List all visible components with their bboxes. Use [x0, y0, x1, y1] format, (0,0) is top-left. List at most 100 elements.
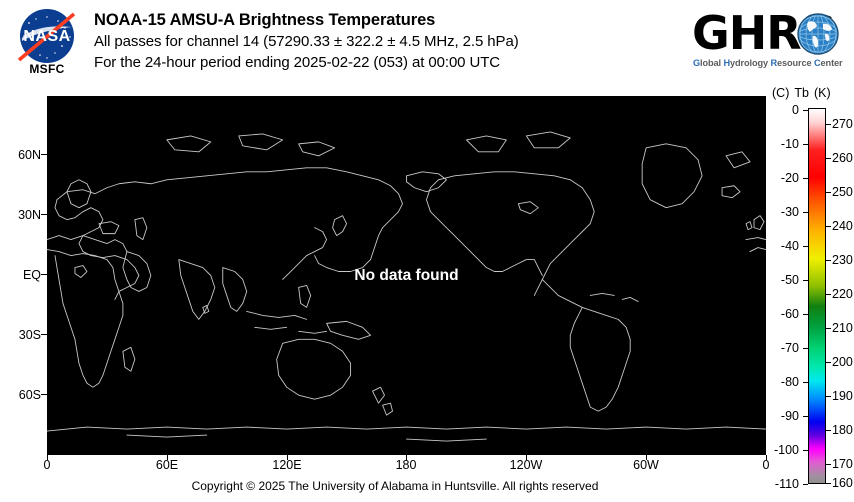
ghrc-sub-enter: enter — [820, 58, 843, 68]
cb-tick-c-100 — [803, 450, 808, 451]
cb-tick-k-230 — [826, 260, 831, 261]
coastline-paths — [47, 131, 766, 442]
lat-label-30S: 30S — [18, 328, 41, 342]
cb-tick-k-170 — [826, 464, 831, 465]
cb-label-k-170: 170 — [832, 457, 853, 471]
world-map-panel: No data found — [47, 96, 766, 455]
nasa-meatball-icon: NASA — [17, 9, 76, 63]
cb-tick-c-90 — [803, 416, 808, 417]
ghrc-sub-esource: esource — [777, 58, 814, 68]
cb-label-k-260: 260 — [832, 151, 853, 165]
lon-label-120W: 120W — [509, 458, 543, 472]
cb-tick-k-220 — [826, 294, 831, 295]
lon-tick-120W — [526, 455, 527, 460]
lon-tick-180 — [406, 455, 407, 460]
cb-tick-c-80 — [803, 382, 808, 383]
cb-label-c-70: -70 — [780, 341, 799, 355]
svg-text:NASA: NASA — [23, 28, 70, 45]
lat-label-60S: 60S — [18, 388, 41, 402]
temperature-colorbar — [808, 108, 826, 484]
coastline-map — [47, 131, 766, 442]
cb-label-c-60: -60 — [780, 307, 799, 321]
cb-label-k-180: 180 — [832, 423, 853, 437]
cb-tick-c-50 — [803, 280, 808, 281]
ghrc-sub-lobal: lobal — [700, 58, 724, 68]
lat-tick-60N — [41, 154, 47, 155]
lon-label-180: 180 — [395, 458, 417, 472]
ghrc-sub-h: H — [723, 58, 730, 68]
cb-label-c-50: -50 — [780, 273, 799, 287]
lon-label-0: 0 — [43, 458, 51, 472]
cb-label-c-80: -80 — [780, 375, 799, 389]
cb-label-k-220: 220 — [832, 287, 853, 301]
cb-label-k-240: 240 — [832, 219, 853, 233]
ghrc-sub-c: C — [814, 58, 821, 68]
nasa-logo: NASA — [10, 8, 84, 80]
subtitle-channel: All passes for channel 14 (57290.33 ± 32… — [94, 33, 519, 50]
globe-icon — [797, 13, 839, 55]
cb-tick-c-40 — [803, 246, 808, 247]
ghrc-sub-g: G — [693, 58, 701, 68]
cb-tick-k-190 — [826, 396, 831, 397]
cb-label-c-30: -30 — [780, 205, 799, 219]
cb-tick-c-60 — [803, 314, 808, 315]
cb-tick-k-270 — [826, 124, 831, 125]
ghrc-sub-r: R — [770, 58, 777, 68]
cb-label-c-40: -40 — [780, 239, 799, 253]
cb-label-k-210: 210 — [832, 321, 853, 335]
lat-tick-EQ — [41, 274, 47, 275]
colorbar-unit-kelvin: (K) — [813, 86, 831, 100]
cb-label-c-110: -110 — [774, 477, 799, 491]
colorbar-quantity: Tb — [794, 86, 809, 100]
cb-tick-c-0 — [803, 110, 808, 111]
cb-label-c-20: -20 — [780, 171, 799, 185]
ghrc-subtitle: Global Hydrology Resource Center — [693, 58, 843, 68]
page-title: NOAA-15 AMSU-A Brightness Temperatures — [94, 11, 436, 29]
ghrc-sub-ydrology: ydrology — [730, 58, 771, 68]
cb-tick-k-160 — [826, 483, 831, 484]
copyright-text: Copyright © 2025 The University of Alaba… — [191, 479, 599, 493]
cb-label-k-230: 230 — [832, 253, 853, 267]
cb-label-k-200: 200 — [832, 355, 853, 369]
lon-tick-360 — [766, 455, 767, 460]
lat-label-30N: 30N — [18, 208, 41, 222]
ghrc-logo: G H R C Global Hydrology Resource Center — [692, 8, 843, 74]
cb-label-c-10: -10 — [780, 137, 799, 151]
cb-tick-c-20 — [803, 178, 808, 179]
lon-label-360: 0 — [762, 458, 770, 472]
lon-label-60W: 60W — [633, 458, 659, 472]
colorbar-header: (C) Tb (K) — [772, 86, 831, 100]
lat-tick-30N — [41, 214, 47, 215]
lon-tick-60E — [167, 455, 168, 460]
cb-tick-c-10 — [803, 144, 808, 145]
cb-label-c-0: 0 — [792, 103, 799, 117]
lat-label-EQ: EQ — [22, 268, 41, 282]
cb-tick-c-70 — [803, 348, 808, 349]
cb-tick-k-250 — [826, 192, 831, 193]
cb-label-c-90: -90 — [780, 409, 799, 423]
lat-label-60N: 60N — [18, 148, 41, 162]
cb-tick-k-200 — [826, 362, 831, 363]
lon-label-60E: 60E — [155, 458, 179, 472]
cb-label-k-190: 190 — [832, 389, 853, 403]
cb-tick-c-110 — [803, 484, 808, 485]
cb-tick-k-180 — [826, 430, 831, 431]
cb-label-k-270: 270 — [832, 117, 853, 131]
cb-label-k-160: 160 — [832, 476, 853, 490]
cb-tick-k-210 — [826, 328, 831, 329]
cb-label-c-100: -100 — [773, 443, 799, 457]
cb-tick-c-30 — [803, 212, 808, 213]
lon-tick-60W — [646, 455, 647, 460]
lon-tick-0 — [47, 455, 48, 460]
lon-tick-120E — [287, 455, 288, 460]
title-block: NOAA-15 AMSU-A Brightness Temperatures A… — [94, 10, 519, 73]
lon-label-120E: 120E — [272, 458, 302, 472]
lat-tick-30S — [41, 334, 47, 335]
colorbar-gradient — [809, 109, 825, 483]
lat-tick-60S — [41, 394, 47, 395]
nasa-center-label: MSFC — [29, 62, 65, 76]
cb-tick-k-260 — [826, 158, 831, 159]
cb-tick-k-240 — [826, 226, 831, 227]
subtitle-period: For the 24-hour period ending 2025-02-22… — [94, 54, 501, 71]
cb-label-k-250: 250 — [832, 185, 853, 199]
